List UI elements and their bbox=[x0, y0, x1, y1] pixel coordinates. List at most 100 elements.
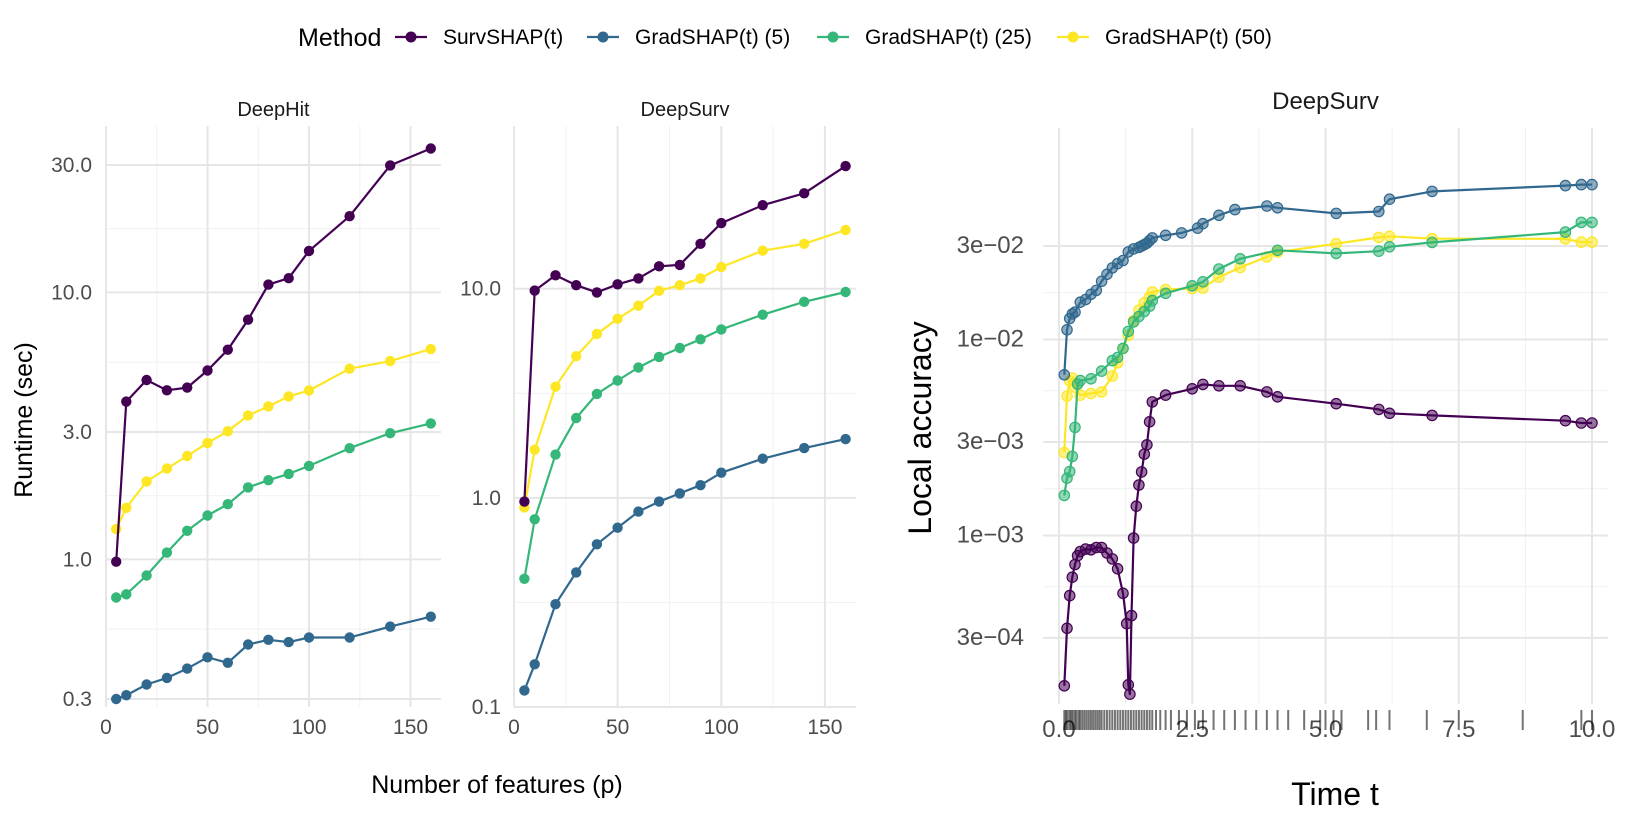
data-point-gradshap-t-5 bbox=[222, 657, 233, 668]
data-point-gradshap-t-5 bbox=[111, 693, 122, 705]
y-tick-label: 0.1 bbox=[472, 696, 501, 719]
data-point-gradshap-t-5 bbox=[1229, 203, 1241, 216]
data-point-gradshap-t-25 bbox=[1117, 342, 1129, 355]
data-point-survshap-t bbox=[695, 238, 706, 249]
x-axis-title-time: Time t bbox=[1291, 776, 1379, 812]
data-point-gradshap-t-50 bbox=[716, 261, 727, 273]
y-axis-title-local-accuracy: Local accuracy bbox=[902, 321, 938, 534]
data-point-gradshap-t-25 bbox=[799, 296, 810, 307]
panel-title: DeepHit bbox=[237, 99, 310, 121]
y-tick-label: 1e−03 bbox=[957, 521, 1024, 548]
data-point-survshap-t bbox=[1141, 438, 1153, 451]
data-point-gradshap-t-50 bbox=[385, 355, 396, 367]
data-point-gradshap-t-50 bbox=[550, 381, 561, 392]
data-point-gradshap-t-5 bbox=[716, 467, 727, 478]
data-point-gradshap-t-25 bbox=[1058, 489, 1071, 502]
data-point-gradshap-t-5 bbox=[591, 539, 603, 550]
data-point-gradshap-t-25 bbox=[1111, 351, 1124, 364]
series-line-gradshap-t-5 bbox=[523, 438, 846, 691]
data-point-gradshap-t-50 bbox=[653, 285, 665, 296]
data-point-survshap-t bbox=[1130, 500, 1143, 512]
data-point-survshap-t bbox=[121, 396, 132, 407]
data-point-gradshap-t-50 bbox=[283, 391, 294, 402]
data-point-gradshap-t-50 bbox=[757, 245, 768, 256]
data-point-gradshap-t-5 bbox=[653, 496, 665, 507]
x-tick-label: 2.5 bbox=[1176, 716, 1209, 743]
data-point-gradshap-t-25 bbox=[222, 499, 233, 510]
data-point-gradshap-t-25 bbox=[550, 449, 561, 460]
x-tick-label: 100 bbox=[292, 716, 327, 739]
data-point-survshap-t bbox=[1146, 396, 1159, 408]
data-point-survshap-t bbox=[1271, 390, 1284, 403]
data-point-survshap-t bbox=[840, 160, 851, 172]
data-point-gradshap-t-5 bbox=[519, 685, 530, 696]
y-tick-label: 1.0 bbox=[472, 487, 501, 510]
data-point-gradshap-t-25 bbox=[263, 475, 274, 486]
data-point-gradshap-t-5 bbox=[1426, 185, 1438, 198]
legend-key-point-gradshap-t-25 bbox=[827, 31, 839, 43]
data-point-gradshap-t-25 bbox=[1426, 236, 1438, 249]
data-point-survshap-t bbox=[1058, 679, 1071, 692]
data-point-survshap-t bbox=[1261, 386, 1273, 398]
data-point-survshap-t bbox=[1186, 382, 1198, 395]
data-point-gradshap-t-50 bbox=[799, 238, 810, 249]
data-point-survshap-t bbox=[529, 285, 540, 296]
legend-label-gradshap-t-25: GradSHAP(t) (25) bbox=[865, 26, 1032, 49]
data-point-gradshap-t-25 bbox=[591, 388, 603, 400]
data-point-survshap-t bbox=[716, 217, 727, 229]
data-point-survshap-t bbox=[571, 280, 582, 291]
data-point-gradshap-t-25 bbox=[571, 412, 582, 424]
data-point-gradshap-t-25 bbox=[1234, 252, 1246, 265]
data-point-gradshap-t-5 bbox=[263, 634, 274, 645]
data-point-survshap-t bbox=[653, 261, 665, 272]
data-point-gradshap-t-25 bbox=[840, 286, 851, 298]
data-point-gradshap-t-25 bbox=[1213, 263, 1225, 275]
data-point-gradshap-t-25 bbox=[716, 324, 727, 335]
data-point-gradshap-t-25 bbox=[121, 589, 132, 600]
data-point-gradshap-t-25 bbox=[1330, 247, 1342, 260]
data-point-gradshap-t-25 bbox=[161, 547, 173, 558]
data-point-survshap-t bbox=[1559, 414, 1572, 427]
data-point-survshap-t bbox=[111, 556, 122, 567]
data-point-gradshap-t-50 bbox=[612, 313, 623, 324]
data-point-gradshap-t-5 bbox=[1575, 178, 1588, 191]
data-point-gradshap-t-25 bbox=[1159, 287, 1172, 300]
data-point-gradshap-t-50 bbox=[840, 224, 851, 236]
data-point-gradshap-t-5 bbox=[161, 672, 173, 684]
data-point-survshap-t bbox=[1122, 678, 1135, 691]
data-point-gradshap-t-25 bbox=[1197, 275, 1209, 288]
series-line-survshap-t bbox=[115, 147, 432, 562]
series-line-survshap-t bbox=[523, 165, 847, 502]
data-point-gradshap-t-5 bbox=[1175, 227, 1188, 239]
data-point-gradshap-t-5 bbox=[674, 488, 685, 499]
data-point-survshap-t bbox=[1111, 562, 1124, 575]
data-point-survshap-t bbox=[1383, 407, 1396, 420]
data-point-gradshap-t-25 bbox=[612, 375, 623, 386]
panel-deephit-runtime: 0.3 1.0 3.0 10.0 30.0 0 50 100 150 DeepHit bbox=[51, 99, 441, 739]
data-point-survshap-t bbox=[1373, 403, 1385, 416]
data-point-gradshap-t-5 bbox=[425, 611, 436, 622]
data-point-survshap-t bbox=[263, 279, 274, 290]
x-tick-label: 100 bbox=[704, 716, 739, 739]
data-point-gradshap-t-25 bbox=[111, 592, 122, 603]
data-point-survshap-t bbox=[519, 496, 530, 507]
data-point-gradshap-t-25 bbox=[1074, 374, 1087, 387]
data-point-survshap-t bbox=[1197, 378, 1209, 391]
y-axis-title-runtime: Runtime (sec) bbox=[10, 342, 38, 498]
data-point-gradshap-t-5 bbox=[1373, 205, 1385, 218]
data-point-survshap-t bbox=[1575, 417, 1588, 429]
data-point-gradshap-t-50 bbox=[141, 476, 152, 487]
legend-label-gradshap-t-5: GradSHAP(t) (5) bbox=[635, 26, 790, 49]
data-point-survshap-t bbox=[1213, 379, 1225, 392]
data-point-gradshap-t-25 bbox=[1146, 294, 1159, 307]
data-point-gradshap-t-50 bbox=[425, 343, 436, 355]
data-point-gradshap-t-25 bbox=[303, 460, 315, 472]
data-point-gradshap-t-50 bbox=[1383, 230, 1396, 243]
data-point-survshap-t bbox=[633, 273, 644, 284]
data-point-gradshap-t-5 bbox=[1559, 179, 1572, 192]
data-point-gradshap-t-5 bbox=[840, 433, 851, 445]
data-point-gradshap-t-50 bbox=[263, 401, 274, 412]
data-point-gradshap-t-5 bbox=[571, 567, 582, 578]
data-point-gradshap-t-5 bbox=[1117, 254, 1129, 267]
